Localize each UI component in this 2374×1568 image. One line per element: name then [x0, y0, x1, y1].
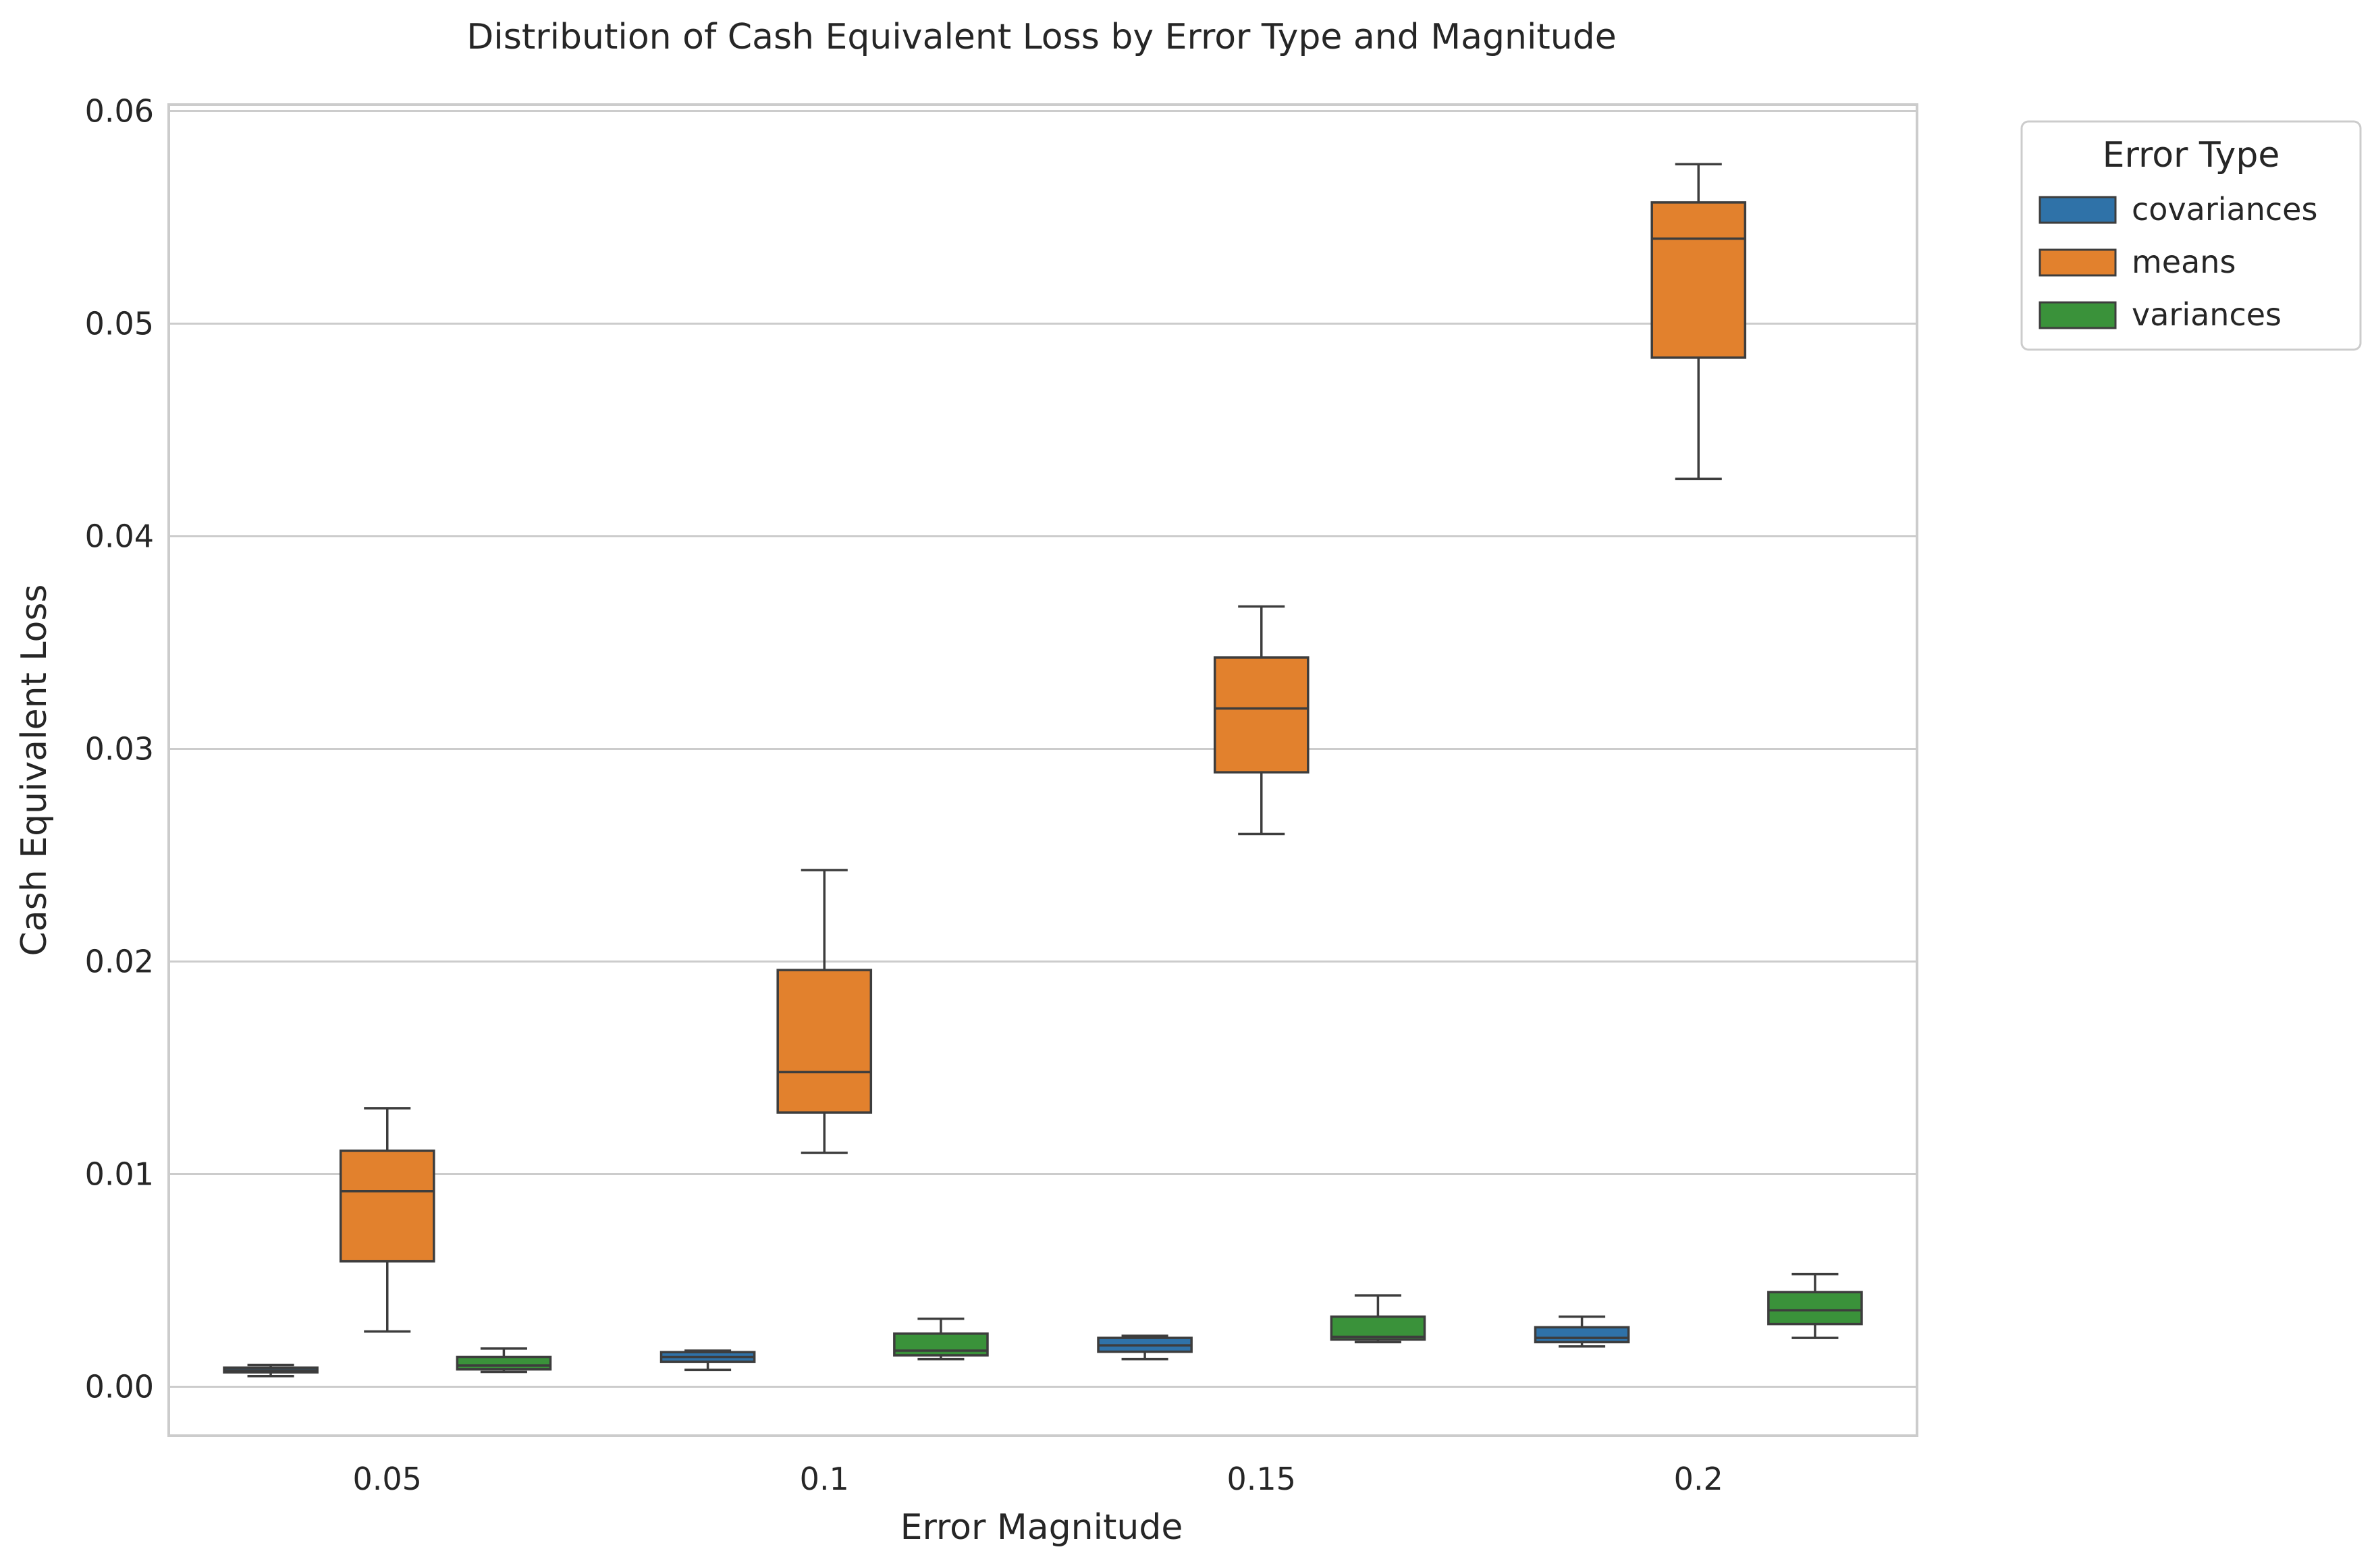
iqr-box	[339, 1150, 435, 1263]
iqr-box	[1534, 1326, 1630, 1344]
x-tick-label: 0.1	[800, 1461, 849, 1497]
box-covariances	[1534, 1315, 1630, 1348]
y-tick-label: 0.01	[85, 1156, 154, 1193]
box-variances	[1767, 1272, 1863, 1339]
y-tick-label: 0.04	[85, 518, 154, 554]
box-means	[339, 1107, 435, 1333]
y-tick-labels: 0.00 0.01 0.02 0.03 0.04 0.05 0.06	[85, 92, 154, 1405]
box-covariances	[659, 1349, 756, 1372]
y-tick-label: 0.02	[85, 944, 154, 980]
y-tick-label: 0.05	[85, 305, 154, 342]
legend-swatch-variances	[2039, 301, 2117, 329]
x-tick-label: 0.2	[1674, 1461, 1723, 1497]
legend-label-means: means	[2132, 244, 2236, 280]
x-axis-title: Error Magnitude	[900, 1507, 1183, 1548]
x-tick-labels: 0.05 0.1 0.15 0.2	[353, 1461, 1723, 1497]
legend-label-variances: variances	[2132, 296, 2282, 333]
box-series	[223, 163, 1863, 1378]
chart-title: Distribution of Cash Equivalent Loss by …	[466, 17, 1617, 57]
iqr-box	[1213, 656, 1310, 774]
y-tick-label: 0.06	[85, 92, 154, 129]
legend-label-covariances: covariances	[2132, 191, 2317, 227]
y-gridlines	[169, 109, 1917, 1388]
y-axis-title: Cash Equivalent Loss	[14, 584, 55, 956]
box-variances	[456, 1347, 552, 1374]
box-variances	[1330, 1294, 1426, 1344]
iqr-box	[456, 1355, 552, 1371]
legend-frame	[2020, 120, 2362, 351]
box-means	[1213, 605, 1310, 836]
y-tick-label: 0.00	[85, 1369, 154, 1405]
iqr-box	[893, 1332, 989, 1357]
plot-area	[167, 103, 1918, 1437]
legend: Error Type covariances means variances	[2020, 120, 2362, 351]
box-means	[776, 869, 873, 1154]
iqr-box	[776, 969, 873, 1114]
box-covariances	[223, 1363, 319, 1378]
legend-title: Error Type	[2103, 135, 2280, 175]
y-tick-label: 0.03	[85, 730, 154, 767]
legend-swatch-covariances	[2039, 196, 2117, 224]
x-tick-label: 0.05	[353, 1461, 422, 1497]
box-means	[1650, 163, 1747, 481]
iqr-box	[1767, 1291, 1863, 1326]
box-variances	[893, 1317, 989, 1361]
x-tick-label: 0.15	[1227, 1461, 1296, 1497]
box-covariances	[1097, 1334, 1193, 1361]
legend-items: covariances means variances	[2039, 191, 2317, 333]
legend-swatch-means	[2039, 248, 2117, 277]
iqr-box	[1650, 201, 1747, 359]
